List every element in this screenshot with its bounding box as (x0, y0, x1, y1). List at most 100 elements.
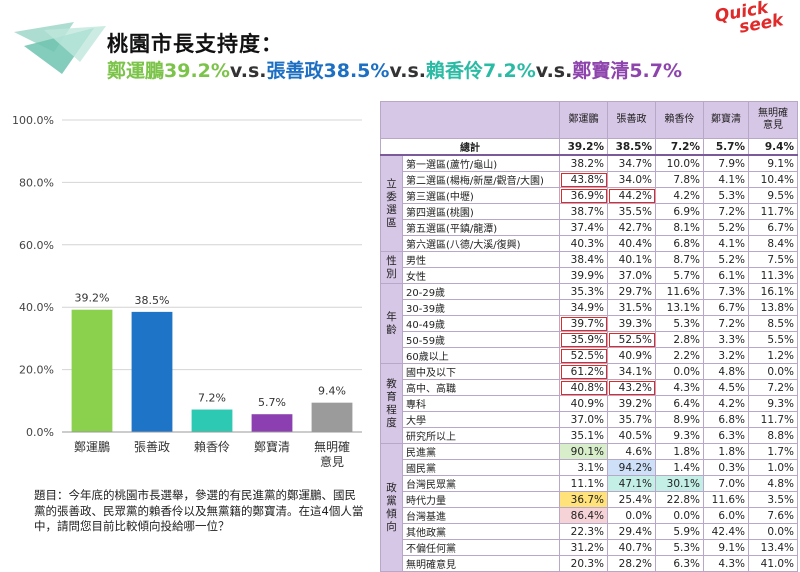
row-label: 台灣民眾黨 (402, 475, 560, 492)
group-label: 立委選區 (380, 154, 403, 252)
cell-value: 13.8% (748, 299, 798, 316)
row-label: 台灣基進 (402, 507, 560, 524)
table-row: 專科 40.9% 39.2% 6.4% 4.2% 9.3% (381, 395, 798, 412)
row-label: 時代力量 (402, 491, 560, 508)
cell-value: 40.7% (607, 539, 656, 556)
table-row-total: 總計 39.2% 38.5% 7.2% 5.7% 9.4% (380, 138, 798, 156)
table-row: 第五選區(平鎮/龍潭) 37.4% 42.7% 8.1% 5.2% 6.7% (381, 219, 798, 236)
subtitle-part: 張善政38.5% (266, 60, 390, 82)
cell-value: 0.0% (655, 507, 704, 524)
x-category-label: 賴香伶 (194, 439, 230, 454)
cell-value: 39.2% (559, 138, 608, 156)
crosstab-table: 鄭運鵬 張善政 賴香伶 鄭寶清 無明確 意見 總計 39.2% 38.5% 7.2% 5.7% 9.4… (380, 101, 798, 572)
cell-value: 6.3% (655, 555, 704, 572)
table-row: 無明確意見 20.3% 28.2% 6.3% 4.3% 41.0% (381, 555, 798, 572)
cell-value: 1.4% (655, 459, 704, 476)
cell-value: 7.2% (703, 315, 749, 332)
cell-value: 7.2% (655, 138, 704, 156)
cell-value: 35.7% (607, 411, 656, 428)
y-tick-label: 60.0% (19, 239, 54, 252)
row-label: 總計 (380, 138, 560, 156)
cell-value: 90.1% (559, 443, 608, 460)
cell-value: 9.5% (748, 187, 798, 204)
subtitle-part: 賴香伶7.2% (426, 60, 536, 82)
table-row: 台灣民眾黨 11.1% 47.1% 30.1% 7.0% 4.8% (381, 475, 798, 492)
cell-value: 5.2% (703, 251, 749, 268)
cell-value: 25.4% (607, 491, 656, 508)
cell-value: 5.3% (655, 539, 704, 556)
cell-value: 40.5% (607, 427, 656, 444)
table-row: 其他政黨 22.3% 29.4% 5.9% 42.4% 0.0% (381, 523, 798, 540)
x-category-label: 張善政 (134, 439, 170, 454)
bar-4 (311, 402, 353, 432)
row-label: 40-49歲 (402, 315, 560, 332)
table-row: 政黨傾向民進黨 90.1% 4.6% 1.8% 1.8% 1.7% (380, 443, 798, 572)
cell-value: 35.9% (559, 331, 608, 348)
cell-value: 34.0% (607, 171, 656, 188)
cell-value: 4.1% (703, 235, 749, 252)
group-label: 政黨傾向 (380, 443, 403, 572)
cell-value: 1.2% (748, 347, 798, 364)
cell-value: 11.6% (703, 491, 749, 508)
table-row: 年齡 20-29歲 35.3% 29.7% 11.6% 7.3% 16.1% (380, 283, 798, 364)
row-label: 大學 (402, 411, 560, 428)
cell-value: 52.5% (607, 331, 656, 348)
cell-value: 5.7% (703, 138, 749, 156)
cell-value: 0.0% (748, 363, 798, 380)
cell-value: 36.7% (559, 491, 608, 508)
cell-value: 38.5% (607, 138, 656, 156)
cell-value: 16.1% (748, 283, 798, 300)
cell-value: 5.3% (703, 187, 749, 204)
cell-value: 6.8% (655, 235, 704, 252)
cell-value: 22.3% (559, 523, 608, 540)
cell-value: 2.2% (655, 347, 704, 364)
cell-value: 35.3% (559, 283, 608, 300)
cell-value: 10.4% (748, 171, 798, 188)
cell-value: 7.3% (703, 283, 749, 300)
cell-value: 39.3% (607, 315, 656, 332)
group-label: 教育程度 (380, 363, 403, 444)
row-label: 第二選區(楊梅/新屋/觀音/大園) (402, 171, 560, 188)
brand-line-2: seek (737, 10, 785, 38)
cell-value: 13.4% (748, 539, 798, 556)
subtitle-part: v.s. (229, 60, 267, 82)
table-row: 時代力量 36.7% 25.4% 22.8% 11.6% 3.5% (381, 491, 798, 508)
support-bar-chart: 0.0% 20.0% 40.0% 60.0% 80.0% 100.0% 39.2% 鄭運鵬 38… (12, 114, 362, 469)
cell-value: 4.5% (703, 379, 749, 396)
table-row: 研究所以上 35.1% 40.5% 9.3% 6.3% 8.8% (381, 427, 798, 444)
y-tick-label: 100.0% (12, 114, 54, 127)
y-tick-label: 0.0% (26, 426, 54, 439)
table-row: 性別男性 38.4% 40.1% 8.7% 5.2% 7.5% (380, 251, 798, 284)
cell-value: 11.7% (748, 203, 798, 220)
cell-value: 6.7% (703, 299, 749, 316)
row-label: 高中、高職 (402, 379, 560, 396)
table-row: 女性 39.9% 37.0% 5.7% 6.1% 11.3% (381, 267, 798, 284)
column-header: 鄭運鵬 (559, 101, 608, 139)
cell-value: 8.8% (748, 427, 798, 444)
row-label: 國民黨 (402, 459, 560, 476)
row-label: 第四選區(桃園) (402, 203, 560, 220)
row-label: 第一選區(蘆竹/龜山) (402, 154, 560, 172)
bar-value-label: 9.4% (318, 385, 346, 398)
table-header-row: 鄭運鵬 張善政 賴香伶 鄭寶清 無明確 意見 (380, 101, 798, 139)
bar-2 (191, 409, 233, 432)
cell-value: 7.6% (748, 507, 798, 524)
row-label: 20-29歲 (402, 283, 560, 300)
cell-value: 8.9% (655, 411, 704, 428)
cell-value: 4.3% (703, 555, 749, 572)
cell-value: 40.9% (559, 395, 608, 412)
row-label: 女性 (402, 267, 560, 284)
cell-value: 8.7% (655, 251, 704, 268)
cell-value: 34.7% (607, 154, 656, 172)
table-row: 不偏任何黨 31.2% 40.7% 5.3% 9.1% 13.4% (381, 539, 798, 556)
cell-value: 40.8% (559, 379, 608, 396)
row-label: 第三選區(中壢) (402, 187, 560, 204)
cell-value: 7.0% (703, 475, 749, 492)
column-header: 賴香伶 (655, 101, 704, 139)
cell-value: 40.3% (559, 235, 608, 252)
cell-value: 11.7% (748, 411, 798, 428)
page-subtitle: 鄭運鵬39.2%v.s.張善政38.5%v.s.賴香伶7.2%v.s.鄭寶清5.… (107, 56, 682, 83)
cell-value: 9.3% (655, 427, 704, 444)
subtitle-part: 鄭寶清5.7% (572, 60, 683, 82)
bar-value-label: 39.2% (75, 292, 110, 305)
